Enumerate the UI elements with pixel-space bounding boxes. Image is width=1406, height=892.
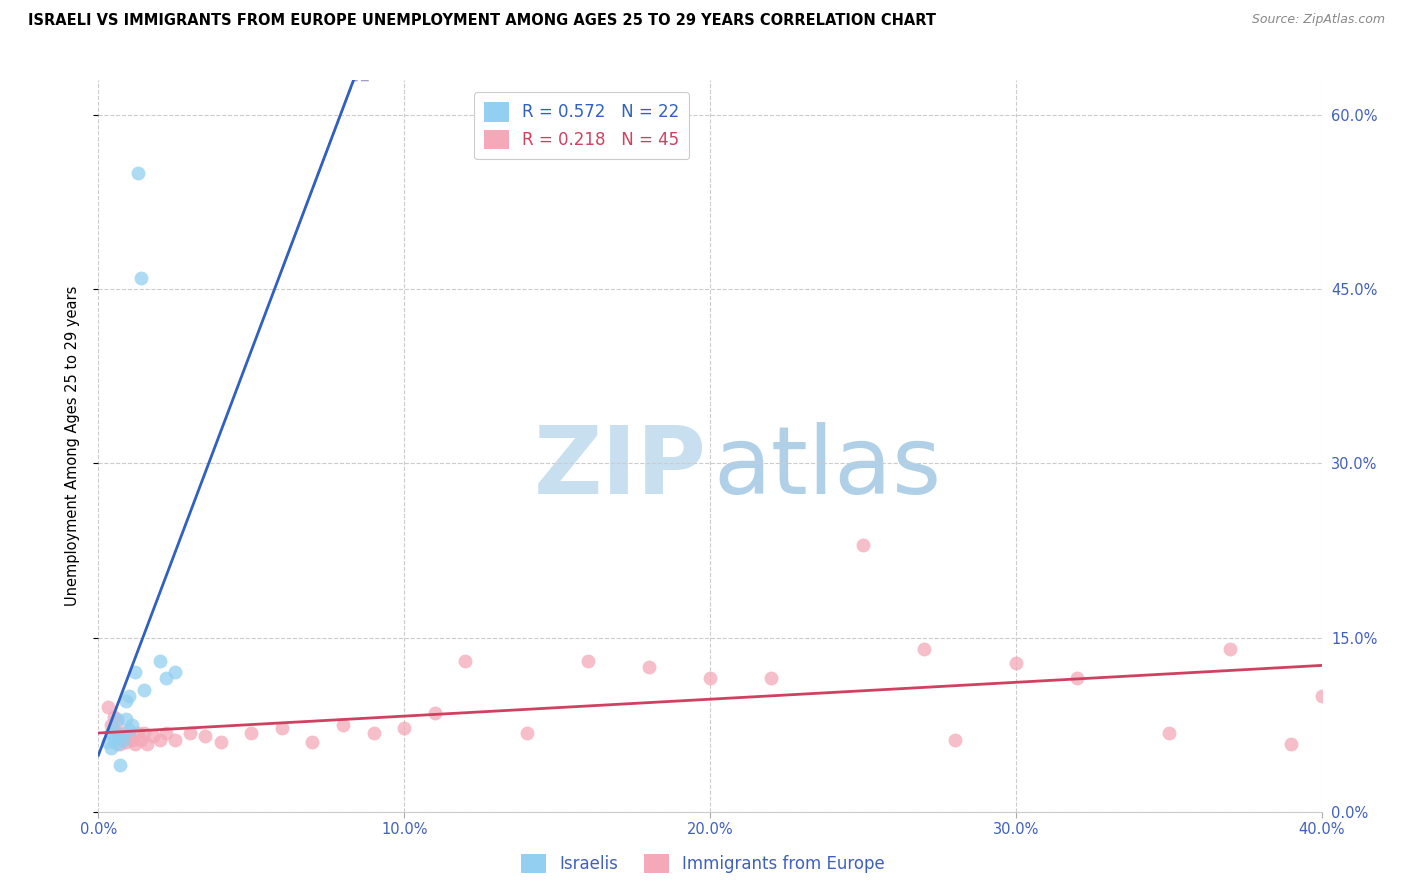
Point <box>105 738 128 752</box>
Point <box>111 732 134 747</box>
Point <box>129 732 152 747</box>
Point <box>149 732 172 747</box>
Point <box>179 725 201 739</box>
Point <box>912 642 935 657</box>
Point <box>454 654 477 668</box>
Point <box>134 725 156 739</box>
Point <box>100 740 122 755</box>
Point <box>118 689 141 703</box>
Y-axis label: Unemployment Among Ages 25 to 29 years: Unemployment Among Ages 25 to 29 years <box>65 285 80 607</box>
Point <box>129 270 152 285</box>
Point <box>111 732 134 747</box>
Point <box>1004 656 1026 670</box>
Point <box>134 682 156 697</box>
Point <box>363 725 385 739</box>
Point <box>118 729 141 743</box>
Point <box>576 654 599 668</box>
Point <box>100 717 122 731</box>
Point <box>155 725 177 739</box>
Point <box>97 735 120 749</box>
Point <box>124 665 146 680</box>
Point <box>108 729 131 743</box>
Point <box>155 671 177 685</box>
Text: Source: ZipAtlas.com: Source: ZipAtlas.com <box>1251 13 1385 27</box>
Point <box>240 725 263 739</box>
Point <box>943 732 966 747</box>
Point <box>108 738 131 752</box>
Point <box>103 732 125 747</box>
Point <box>852 538 875 552</box>
Point <box>516 725 538 739</box>
Point <box>149 654 172 668</box>
Point <box>111 725 134 739</box>
Point <box>103 723 125 738</box>
Point <box>97 700 120 714</box>
Point <box>1219 642 1241 657</box>
Legend: R = 0.572   N = 22, R = 0.218   N = 45: R = 0.572 N = 22, R = 0.218 N = 45 <box>474 92 689 159</box>
Point <box>637 659 661 673</box>
Point <box>118 723 141 738</box>
Point <box>209 735 232 749</box>
Point <box>142 729 165 743</box>
Point <box>121 717 143 731</box>
Point <box>392 721 416 735</box>
Point <box>423 706 446 720</box>
Point <box>332 717 354 731</box>
Point <box>163 732 186 747</box>
Point <box>105 714 128 728</box>
Point <box>163 665 186 680</box>
Point <box>115 712 138 726</box>
Point <box>1157 725 1180 739</box>
Point <box>127 725 149 739</box>
Point <box>1310 689 1333 703</box>
Point <box>108 758 131 772</box>
Point <box>136 738 159 752</box>
Point <box>100 725 122 739</box>
Point <box>194 729 217 743</box>
Point <box>699 671 721 685</box>
Point <box>759 671 782 685</box>
Text: ISRAELI VS IMMIGRANTS FROM EUROPE UNEMPLOYMENT AMONG AGES 25 TO 29 YEARS CORRELA: ISRAELI VS IMMIGRANTS FROM EUROPE UNEMPL… <box>28 13 936 29</box>
Point <box>115 694 138 708</box>
Point <box>103 709 125 723</box>
Point <box>121 732 143 747</box>
Point <box>301 735 323 749</box>
Legend: Israelis, Immigrants from Europe: Israelis, Immigrants from Europe <box>515 847 891 880</box>
Point <box>270 721 292 735</box>
Point <box>115 735 138 749</box>
Text: atlas: atlas <box>714 422 942 514</box>
Point <box>1066 671 1088 685</box>
Text: ZIP: ZIP <box>533 422 706 514</box>
Point <box>105 712 128 726</box>
Point <box>124 738 146 752</box>
Point <box>105 725 128 739</box>
Point <box>127 166 149 180</box>
Point <box>1279 738 1302 752</box>
